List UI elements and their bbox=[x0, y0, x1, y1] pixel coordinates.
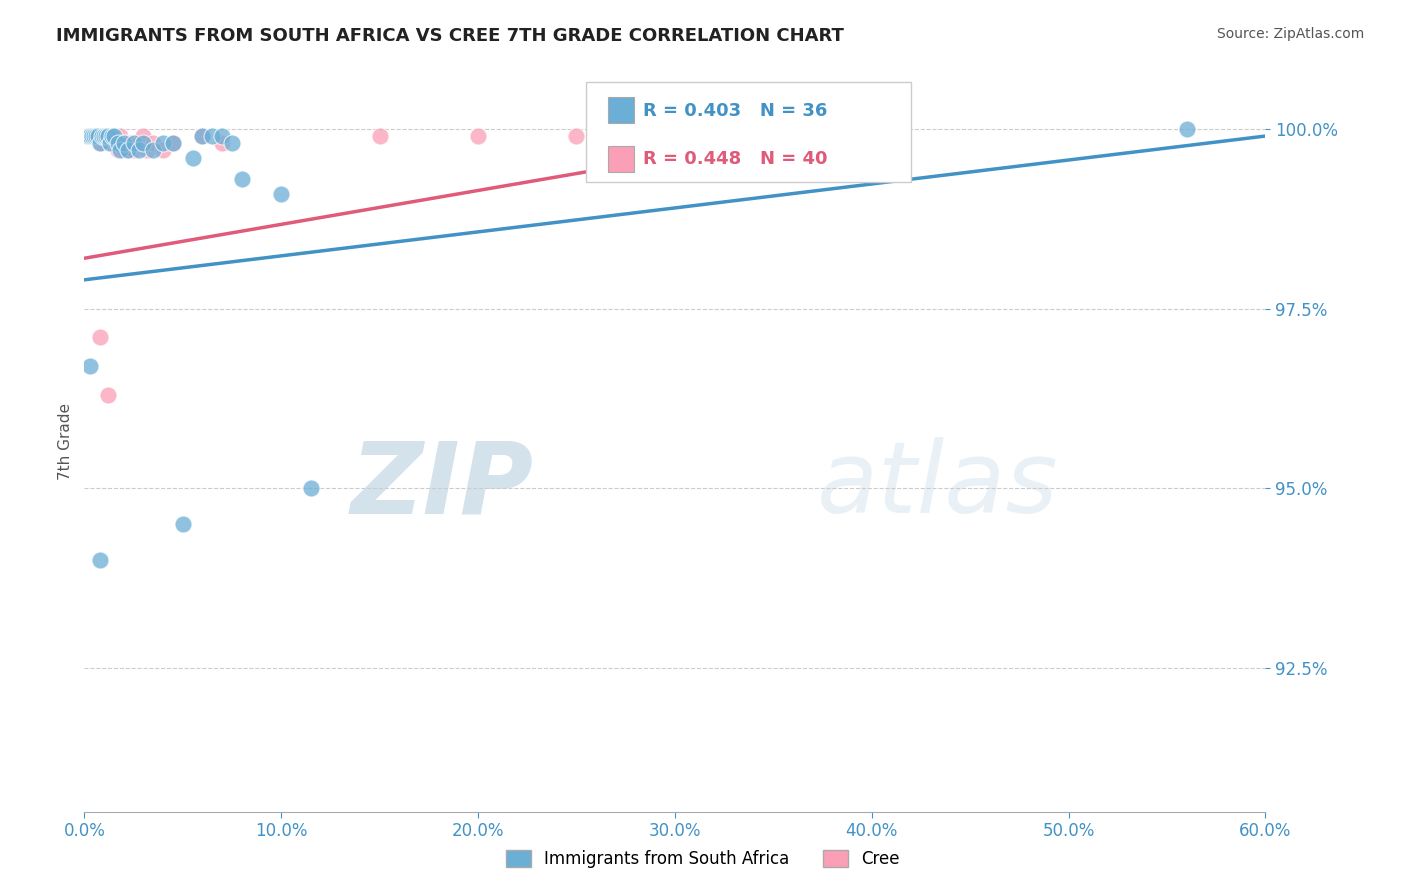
Legend: Immigrants from South Africa, Cree: Immigrants from South Africa, Cree bbox=[499, 843, 907, 875]
Point bbox=[703, 129, 725, 144]
Point bbox=[103, 129, 125, 144]
Point bbox=[181, 151, 204, 165]
Point bbox=[104, 136, 127, 151]
Point bbox=[93, 129, 115, 144]
Point bbox=[368, 129, 391, 144]
Point bbox=[79, 359, 101, 373]
Point bbox=[114, 136, 136, 151]
Point bbox=[89, 330, 111, 344]
Text: Source: ZipAtlas.com: Source: ZipAtlas.com bbox=[1216, 27, 1364, 41]
Point bbox=[83, 129, 105, 144]
Point bbox=[565, 129, 588, 144]
Point bbox=[87, 129, 110, 144]
Bar bbox=[607, 96, 634, 123]
Point bbox=[84, 129, 107, 144]
Point bbox=[117, 144, 139, 158]
Point bbox=[83, 129, 105, 144]
Point bbox=[191, 129, 214, 144]
Point bbox=[128, 144, 150, 158]
Point bbox=[152, 144, 174, 158]
Point bbox=[111, 136, 134, 151]
Point bbox=[132, 129, 155, 144]
Point bbox=[79, 129, 101, 144]
Point bbox=[299, 481, 322, 495]
Point bbox=[77, 129, 100, 144]
Point bbox=[91, 129, 114, 144]
Point bbox=[97, 129, 120, 144]
Text: R = 0.403   N = 36: R = 0.403 N = 36 bbox=[643, 103, 827, 120]
Text: R = 0.448   N = 40: R = 0.448 N = 40 bbox=[643, 150, 828, 168]
Point bbox=[107, 136, 129, 151]
Point bbox=[118, 136, 141, 151]
Point bbox=[101, 129, 124, 144]
Point bbox=[191, 129, 214, 144]
Point bbox=[270, 186, 292, 201]
Point bbox=[93, 129, 115, 144]
Point bbox=[664, 129, 686, 144]
Point bbox=[201, 129, 224, 144]
Text: IMMIGRANTS FROM SOUTH AFRICA VS CREE 7TH GRADE CORRELATION CHART: IMMIGRANTS FROM SOUTH AFRICA VS CREE 7TH… bbox=[56, 27, 844, 45]
Point bbox=[82, 129, 104, 144]
Point bbox=[84, 129, 107, 144]
Point bbox=[97, 388, 120, 402]
Point bbox=[683, 129, 706, 144]
Point bbox=[107, 144, 129, 158]
Point bbox=[136, 144, 159, 158]
Point bbox=[172, 517, 194, 532]
Y-axis label: 7th Grade: 7th Grade bbox=[58, 403, 73, 480]
Point bbox=[624, 129, 647, 144]
Bar bbox=[607, 146, 634, 172]
Point bbox=[89, 553, 111, 567]
Point bbox=[211, 136, 233, 151]
Point bbox=[89, 136, 111, 151]
Point bbox=[108, 144, 131, 158]
Point bbox=[82, 129, 104, 144]
FancyBboxPatch shape bbox=[586, 82, 911, 183]
Point bbox=[112, 136, 135, 151]
Point bbox=[94, 129, 117, 144]
Point bbox=[162, 136, 184, 151]
Point bbox=[162, 136, 184, 151]
Point bbox=[467, 129, 489, 144]
Point bbox=[211, 129, 233, 144]
Point bbox=[128, 136, 150, 151]
Point bbox=[87, 129, 110, 144]
Text: ZIP: ZIP bbox=[350, 437, 533, 534]
Point bbox=[221, 136, 243, 151]
Point bbox=[231, 172, 253, 186]
Point bbox=[98, 136, 121, 151]
Point bbox=[94, 129, 117, 144]
Point bbox=[98, 136, 121, 151]
Point bbox=[108, 129, 131, 144]
Point bbox=[117, 144, 139, 158]
Point bbox=[101, 129, 124, 144]
Point bbox=[1175, 121, 1198, 136]
Point bbox=[89, 136, 111, 151]
Text: atlas: atlas bbox=[817, 437, 1059, 534]
Point bbox=[142, 136, 165, 151]
Point bbox=[132, 136, 155, 151]
Point bbox=[103, 129, 125, 144]
Point bbox=[91, 129, 114, 144]
Point bbox=[142, 144, 165, 158]
Point bbox=[97, 129, 120, 144]
Point bbox=[79, 129, 101, 144]
Point bbox=[122, 136, 145, 151]
Point bbox=[77, 129, 100, 144]
Point bbox=[112, 144, 135, 158]
Point bbox=[122, 144, 145, 158]
Point bbox=[152, 136, 174, 151]
